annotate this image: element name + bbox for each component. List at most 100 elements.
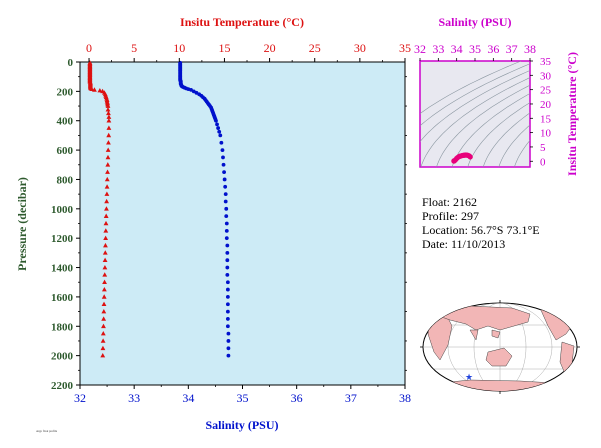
salinity-point: [224, 236, 229, 241]
temperature-point: [102, 257, 108, 263]
salinity-point: [226, 346, 231, 351]
temperature-point: [101, 323, 106, 329]
float-location-marker: ★: [465, 372, 473, 382]
ts-temperature-tick-label: 25: [540, 85, 552, 97]
pressure-tick-label: 2200: [51, 380, 74, 392]
temperature-point: [104, 184, 110, 189]
temperature-point: [104, 198, 110, 204]
temperature-point: [102, 250, 108, 255]
ts-salinity-tick-label: 34: [451, 42, 463, 56]
salinity-point: [222, 177, 227, 182]
temperature-point: [102, 279, 107, 285]
density-contour: [498, 124, 530, 167]
map-ticks: [420, 300, 580, 394]
density-contour: [514, 139, 530, 167]
pressure-axis-title: Pressure (decibar): [15, 177, 29, 271]
salinity-point: [221, 162, 226, 167]
temperature-point: [105, 103, 111, 108]
ts-temperature-tick-label: 15: [540, 113, 552, 125]
salinity-tick-label: 35: [237, 391, 249, 405]
temperature-point: [106, 140, 111, 145]
salinity-point: [223, 199, 228, 204]
pressure-tick-label: 600: [57, 145, 74, 157]
ts-temperature-tick-label: 30: [540, 70, 552, 82]
salinity-point: [223, 184, 228, 189]
temperature-point: [103, 235, 109, 240]
ts-salinity-tick-label: 38: [524, 42, 536, 56]
temperature-point: [103, 220, 109, 226]
density-contours: [420, 61, 530, 167]
temperature-point: [105, 154, 111, 160]
ts-salinity-title: Salinity (PSU): [438, 15, 511, 29]
salinity-point: [225, 309, 230, 314]
temperature-tick-label: 35: [399, 41, 411, 55]
pressure-tick-label: 1600: [51, 292, 74, 304]
float-location: Location: 56.7°S 73.1°E: [422, 223, 540, 237]
temperature-point: [106, 114, 112, 119]
salinity-axis-title: Salinity (PSU): [205, 418, 278, 432]
salinity-point: [224, 228, 229, 233]
ts-salinity-tick-label: 35: [469, 42, 481, 56]
temperature-point: [89, 86, 95, 91]
salinity-point: [225, 295, 230, 299]
ts-temperature-axis: 0 5 10 15 20 25 30 35: [530, 56, 552, 168]
profile-number: Profile: 297: [422, 209, 479, 223]
pressure-tick-label: 200: [57, 86, 74, 98]
ts-temperature-tick-label: 0: [540, 156, 546, 168]
salinity-point: [215, 122, 219, 127]
temperature-point: [101, 286, 107, 292]
profile-plot: 0200400600800100012001400160018002000220…: [15, 15, 411, 432]
ts-marks: [451, 152, 473, 164]
temperature-point: [105, 169, 110, 174]
ts-temperature-tick-label: 5: [540, 142, 546, 154]
salinity-point: [222, 170, 226, 175]
temperature-point: [104, 206, 109, 211]
temperature-point: [101, 294, 107, 299]
pressure-tick-label: 2000: [51, 351, 74, 363]
salinity-point: [225, 317, 230, 321]
salinity-point: [214, 118, 218, 123]
salinity-point: [225, 302, 230, 307]
ts-salinity-axis: 32 33 34 35 36 37 38: [414, 42, 536, 61]
ts-salinity-tick-label: 37: [506, 42, 518, 56]
temperature-point: [97, 88, 103, 93]
salinity-point: [220, 148, 225, 152]
salinity-point: [217, 129, 222, 134]
temperature-point: [106, 118, 112, 123]
salinity-point: [223, 192, 228, 197]
salinity-point: [225, 243, 230, 248]
density-contour: [420, 77, 530, 167]
salinity-point: [224, 206, 229, 211]
temperature-tick-label: 20: [264, 41, 276, 55]
temperature-point: [103, 242, 108, 248]
float-info: Float: 2162 Profile: 297 Location: 56.7°…: [422, 195, 540, 251]
temperature-point: [101, 308, 107, 314]
temperature-point: [104, 191, 110, 196]
salinity-point: [225, 324, 230, 329]
salinity-point: [218, 133, 223, 138]
temperature-point: [101, 301, 107, 307]
temperature-tick-label: 0: [86, 41, 92, 55]
salinity-point: [224, 214, 229, 219]
temperature-axis-title: Insitu Temperature (°C): [180, 15, 304, 29]
salinity-tick-label: 32: [74, 391, 86, 405]
density-contour: [483, 112, 530, 167]
temperature-point: [100, 345, 106, 351]
salinity-tick-label: 37: [345, 391, 357, 405]
salinity-point: [225, 258, 230, 263]
ts-diagram: 32 33 34 35 36 37 38 0 5 10 15 20 25 30 35 Salinity (…: [414, 15, 579, 176]
temperature-point: [105, 107, 111, 112]
ts-salinity-tick-label: 32: [414, 42, 426, 56]
pressure-tick-label: 400: [57, 116, 74, 128]
salinity-point: [225, 287, 230, 292]
salinity-point: [216, 126, 221, 130]
temperature-tick-label: 30: [354, 41, 366, 55]
profile-marks: [87, 60, 231, 358]
temperature-point: [105, 162, 111, 167]
salinity-point: [226, 339, 231, 343]
temperature-point: [104, 176, 110, 182]
temperature-point: [105, 147, 111, 152]
pressure-tick-label: 1800: [51, 321, 74, 333]
salinity-axis-bottom: 32 33 34 35 36 37 38: [74, 385, 411, 405]
